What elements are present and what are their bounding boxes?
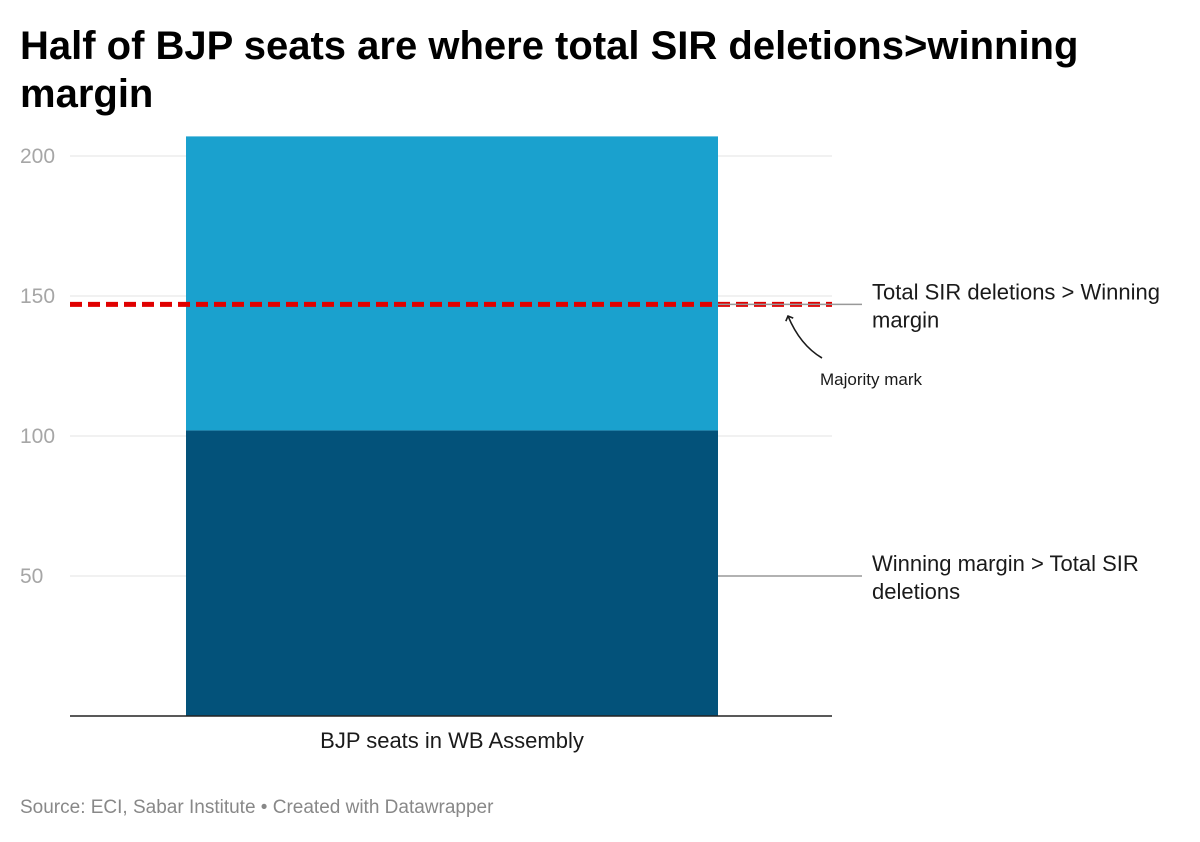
y-tick-label-150: 150 — [20, 285, 55, 308]
credit-text: Created with Datawrapper — [272, 797, 494, 818]
chart-title: Half of BJP seats are where total SIR de… — [20, 24, 1079, 116]
segment-labels: Winning margin > Total SIR deletions Total… — [718, 279, 1160, 604]
segment-label-1-line-2: deletions — [872, 579, 960, 604]
footer-separator: • — [260, 797, 268, 818]
source-text: Source: ECI, Sabar Institute — [20, 797, 256, 818]
majority-mark-annotation: Majority mark — [70, 301, 923, 389]
y-tick-label-50: 50 — [20, 565, 43, 588]
category-label: BJP seats in WB Assembly — [320, 728, 584, 753]
y-tick-label-100: 100 — [20, 425, 55, 448]
axes: BJP seats in WB Assembly — [70, 715, 832, 753]
majority-mark-label: Majority mark — [820, 370, 923, 389]
bar-segment-1 — [186, 430, 718, 716]
segment-label-1-line-1: Winning margin > Total SIR — [872, 551, 1139, 576]
footer: Source: ECI, Sabar Institute • Created w… — [20, 797, 493, 819]
segment-label-2-line-2: margin — [872, 307, 939, 332]
bars — [186, 136, 718, 716]
y-tick-label-200: 200 — [20, 145, 55, 168]
majority-mark-arrow — [785, 314, 823, 359]
segment-label-2-line-1: Total SIR deletions > Winning — [872, 279, 1160, 304]
bar-segment-2 — [186, 136, 718, 431]
